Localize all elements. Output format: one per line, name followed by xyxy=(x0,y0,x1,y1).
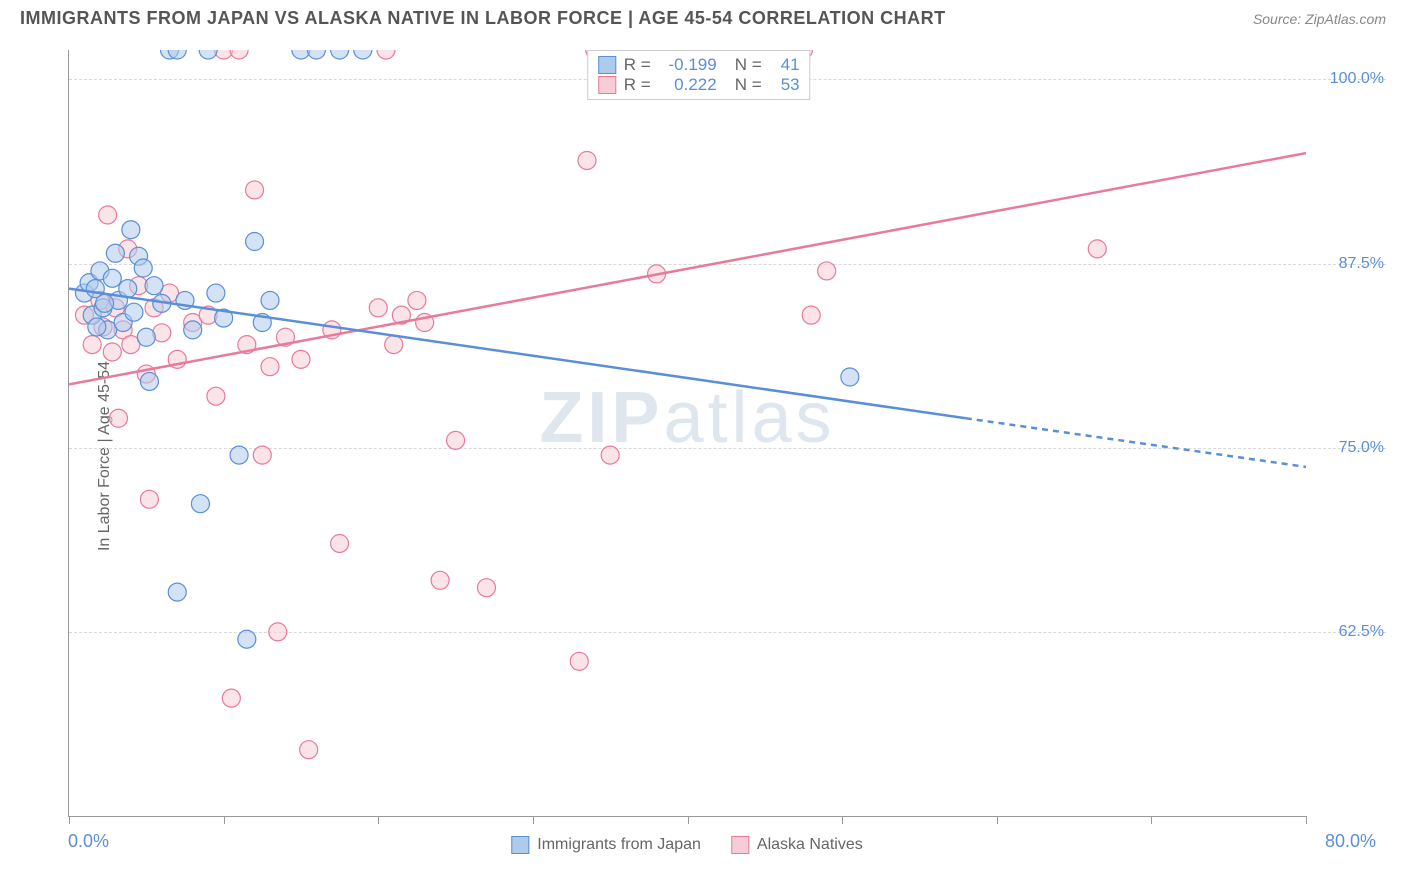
scatter-point xyxy=(408,291,426,309)
scatter-point xyxy=(818,262,836,280)
scatter-point xyxy=(431,571,449,589)
stats-swatch-pink xyxy=(598,76,616,94)
scatter-point xyxy=(103,343,121,361)
scatter-point xyxy=(802,306,820,324)
scatter-point xyxy=(292,350,310,368)
r-label-2: R = xyxy=(624,75,651,95)
scatter-point xyxy=(570,652,588,670)
scatter-point xyxy=(125,303,143,321)
scatter-point xyxy=(134,259,152,277)
scatter-point xyxy=(88,318,106,336)
scatter-point xyxy=(96,294,114,312)
scatter-point xyxy=(184,321,202,339)
scatter-point xyxy=(140,490,158,508)
plot-area: ZIPatlas R = -0.199 N = 41 R = 0.222 N =… xyxy=(68,50,1306,817)
stats-box: R = -0.199 N = 41 R = 0.222 N = 53 xyxy=(587,50,811,100)
scatter-point xyxy=(140,372,158,390)
scatter-point xyxy=(191,495,209,513)
n-label-2: N = xyxy=(735,75,762,95)
scatter-point xyxy=(385,336,403,354)
scatter-point xyxy=(578,151,596,169)
scatter-point xyxy=(601,446,619,464)
scatter-point xyxy=(99,206,117,224)
legend-item-2: Alaska Natives xyxy=(731,836,863,854)
x-label-max: 80.0% xyxy=(1325,831,1376,852)
r-value-1: -0.199 xyxy=(659,55,717,75)
source-label: Source: ZipAtlas.com xyxy=(1253,11,1386,27)
y-tick-label: 62.5% xyxy=(1339,623,1384,641)
scatter-point xyxy=(300,741,318,759)
scatter-point xyxy=(261,291,279,309)
scatter-point xyxy=(447,431,465,449)
scatter-point xyxy=(137,328,155,346)
n-label-1: N = xyxy=(735,55,762,75)
scatter-point xyxy=(222,689,240,707)
scatter-point xyxy=(1088,240,1106,258)
scatter-point xyxy=(354,50,372,59)
r-label-1: R = xyxy=(624,55,651,75)
stats-swatch-blue xyxy=(598,56,616,74)
y-tick-label: 75.0% xyxy=(1339,439,1384,457)
scatter-point xyxy=(109,409,127,427)
legend-swatch-blue xyxy=(511,836,529,854)
scatter-point xyxy=(168,583,186,601)
trend-line xyxy=(966,418,1306,467)
trend-line xyxy=(69,289,966,419)
legend-item-1: Immigrants from Japan xyxy=(511,836,701,854)
r-value-2: 0.222 xyxy=(659,75,717,95)
y-tick-label: 100.0% xyxy=(1330,70,1384,88)
legend-bottom: Immigrants from Japan Alaska Natives xyxy=(511,836,862,854)
scatter-point xyxy=(106,244,124,262)
scatter-point xyxy=(331,50,349,59)
n-value-2: 53 xyxy=(770,75,800,95)
scatter-point xyxy=(246,181,264,199)
x-label-min: 0.0% xyxy=(68,831,109,852)
scatter-point xyxy=(841,368,859,386)
x-tick xyxy=(1306,816,1307,824)
scatter-point xyxy=(269,623,287,641)
scatter-point xyxy=(199,50,217,59)
y-tick-label: 87.5% xyxy=(1339,255,1384,273)
x-axis-labels: 0.0% Immigrants from Japan Alaska Native… xyxy=(68,822,1306,862)
chart-title: IMMIGRANTS FROM JAPAN VS ALASKA NATIVE I… xyxy=(20,8,946,29)
scatter-point xyxy=(253,446,271,464)
legend-label-1: Immigrants from Japan xyxy=(537,836,701,854)
legend-swatch-pink xyxy=(731,836,749,854)
scatter-point xyxy=(307,50,325,59)
scatter-point xyxy=(369,299,387,317)
scatter-point xyxy=(207,387,225,405)
scatter-point xyxy=(145,277,163,295)
chart-wrapper: In Labor Force | Age 45-54 ZIPatlas R = … xyxy=(20,40,1386,872)
n-value-1: 41 xyxy=(770,55,800,75)
scatter-point xyxy=(83,336,101,354)
legend-label-2: Alaska Natives xyxy=(757,836,863,854)
scatter-point xyxy=(119,280,137,298)
scatter-point xyxy=(230,50,248,59)
stats-row-1: R = -0.199 N = 41 xyxy=(598,55,800,75)
stats-row-2: R = 0.222 N = 53 xyxy=(598,75,800,95)
scatter-point xyxy=(261,358,279,376)
scatter-point xyxy=(246,233,264,251)
scatter-point xyxy=(103,269,121,287)
plot-svg xyxy=(69,50,1306,816)
scatter-point xyxy=(377,50,395,59)
scatter-point xyxy=(477,579,495,597)
scatter-point xyxy=(230,446,248,464)
scatter-point xyxy=(331,534,349,552)
scatter-point xyxy=(238,630,256,648)
scatter-point xyxy=(207,284,225,302)
scatter-point xyxy=(122,221,140,239)
